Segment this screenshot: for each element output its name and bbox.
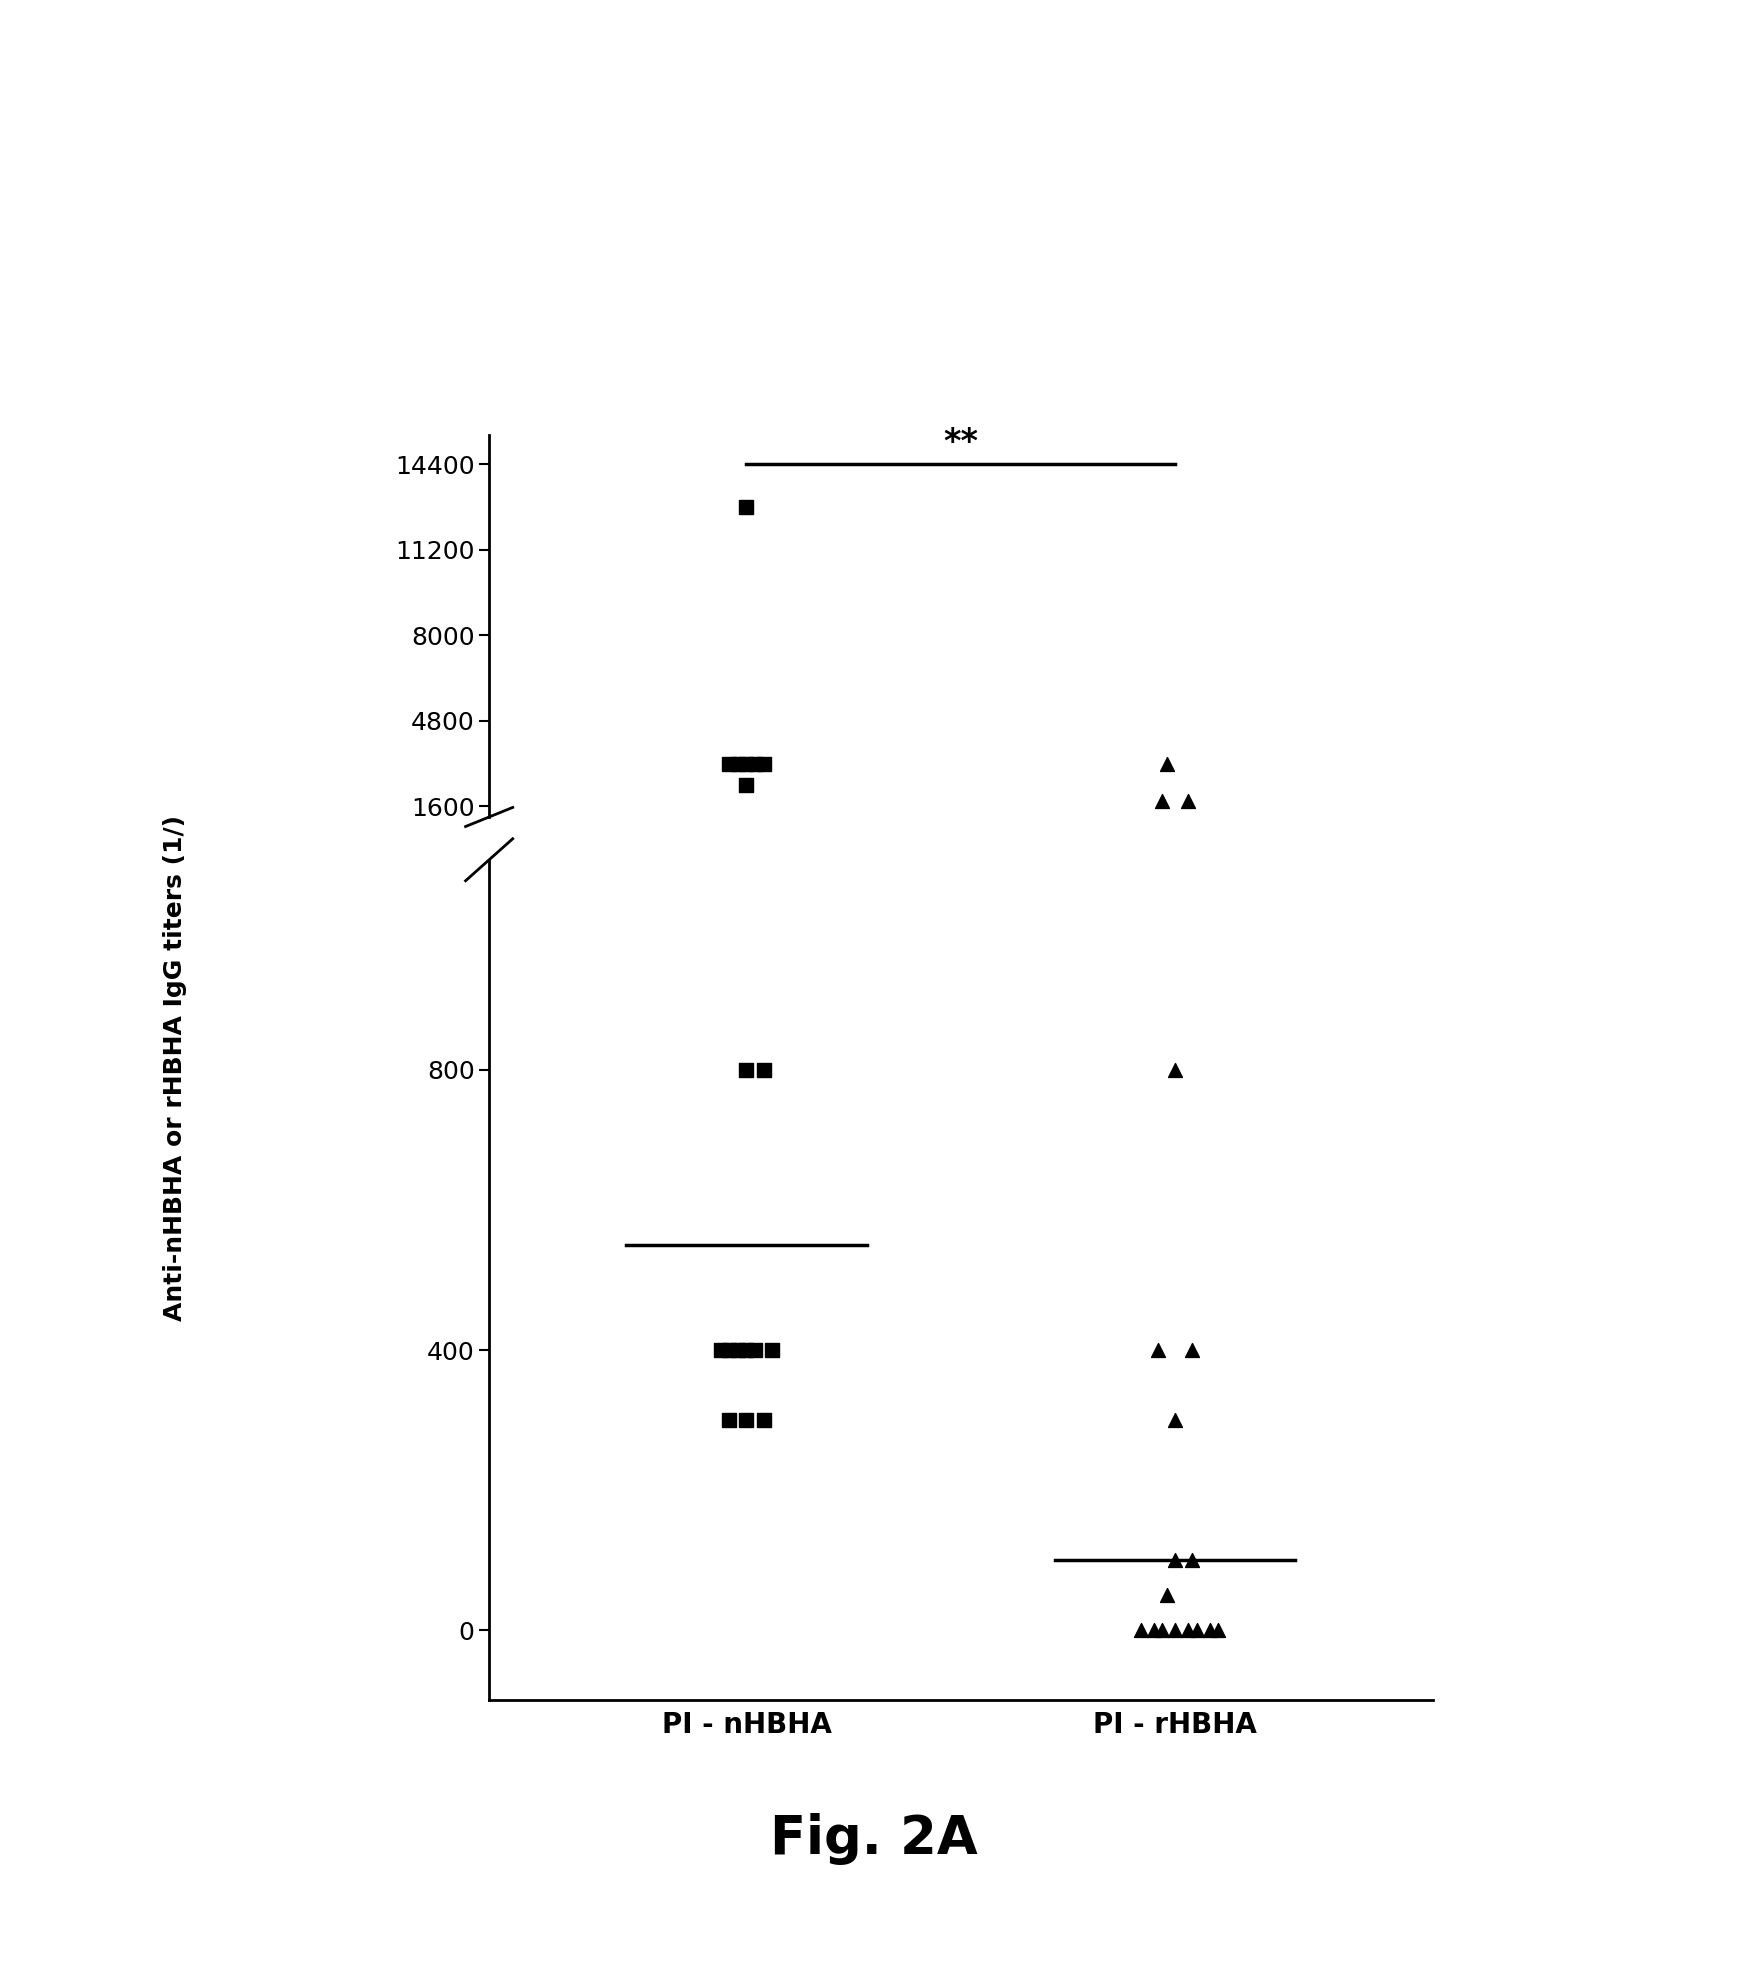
Point bbox=[1148, 785, 1176, 817]
Point bbox=[715, 1334, 742, 1366]
Point bbox=[715, 1404, 742, 1435]
Point bbox=[732, 1404, 760, 1435]
Point bbox=[758, 1334, 786, 1366]
Text: Fig. 2A: Fig. 2A bbox=[770, 1813, 977, 1864]
Point bbox=[1162, 1615, 1190, 1647]
Point bbox=[1174, 1615, 1202, 1647]
Point bbox=[732, 769, 760, 801]
Point bbox=[1179, 1334, 1207, 1366]
Text: Anti-nHBHA or rHBHA IgG titers (1/): Anti-nHBHA or rHBHA IgG titers (1/) bbox=[162, 815, 187, 1321]
Point bbox=[1162, 1054, 1190, 1085]
Point bbox=[1153, 1580, 1181, 1611]
Point bbox=[708, 1334, 735, 1366]
Point bbox=[1183, 1615, 1211, 1647]
Point bbox=[1162, 1404, 1190, 1435]
Point bbox=[715, 747, 742, 779]
Text: **: ** bbox=[943, 425, 978, 459]
Point bbox=[732, 490, 760, 522]
Point bbox=[1195, 1615, 1223, 1647]
Point bbox=[732, 747, 760, 779]
Point bbox=[1144, 1334, 1172, 1366]
Point bbox=[1162, 1544, 1190, 1576]
Point bbox=[723, 747, 751, 779]
Point bbox=[1148, 1615, 1176, 1647]
Point bbox=[749, 747, 777, 779]
Point bbox=[749, 1054, 777, 1085]
Point bbox=[723, 1334, 751, 1366]
Point bbox=[1139, 1615, 1167, 1647]
Point bbox=[732, 1334, 760, 1366]
Point bbox=[749, 1404, 777, 1435]
Point bbox=[1127, 1615, 1155, 1647]
Point bbox=[1204, 1615, 1232, 1647]
Point bbox=[1174, 785, 1202, 817]
Point bbox=[741, 1334, 769, 1366]
Point bbox=[741, 747, 769, 779]
Point bbox=[1179, 1544, 1207, 1576]
Point bbox=[732, 1054, 760, 1085]
Point bbox=[1153, 747, 1181, 779]
